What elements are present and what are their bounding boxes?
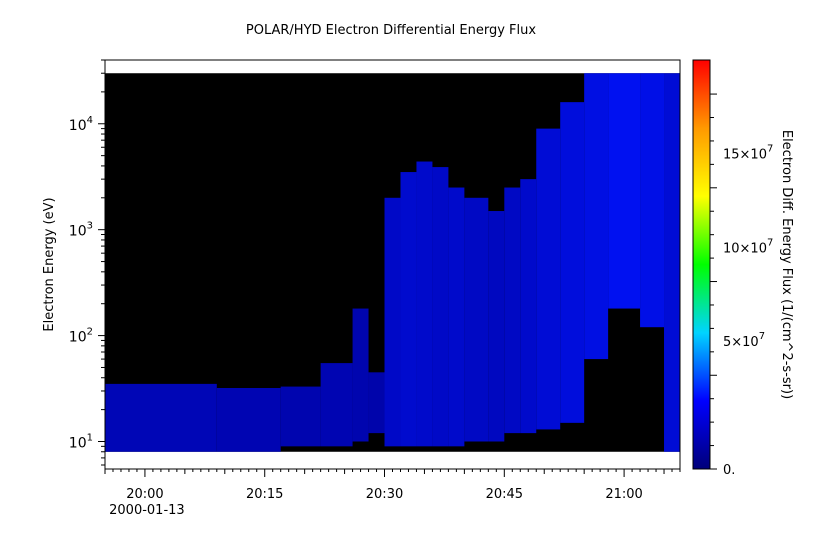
colorbar-gradient — [692, 59, 711, 470]
y-tick-label: 102 — [69, 327, 93, 346]
flux-region — [368, 372, 385, 434]
flux-region — [560, 102, 585, 423]
colorbar-tick-label: 0. — [723, 463, 735, 478]
flux-regions — [105, 73, 680, 452]
colorbar-tick-label: 5×107 — [723, 331, 765, 350]
x-tick-label: 20:30 — [366, 487, 403, 502]
colorbar-tick-label: 15×107 — [723, 144, 773, 163]
x-tick-label: 21:00 — [605, 487, 642, 502]
flux-region — [504, 187, 521, 434]
flux-region — [536, 128, 561, 430]
flux-region — [352, 308, 369, 442]
colorbar-ticks: 0. 5×107 10×107 15×107 — [710, 93, 773, 478]
flux-region — [105, 383, 217, 452]
colorbar-tick-label: 10×107 — [723, 237, 773, 256]
flux-region — [520, 179, 537, 434]
y-tick-label: 104 — [69, 115, 93, 134]
x-date-label: 2000-01-13 — [109, 503, 185, 518]
flux-region — [384, 197, 401, 447]
x-tick-label: 20:00 — [126, 487, 163, 502]
flux-region — [488, 211, 505, 442]
flux-region — [608, 73, 641, 309]
flux-region — [432, 167, 449, 447]
flux-region — [416, 161, 433, 447]
flux-region — [400, 172, 417, 447]
x-tick-label: 20:15 — [246, 487, 283, 502]
flux-region — [640, 73, 665, 328]
plot-area — [104, 59, 681, 470]
x-axis: 20:00 20:15 20:30 20:45 21:00 2000-01-13 — [104, 468, 681, 518]
flux-region — [216, 387, 281, 452]
y-axis-label: Electron Energy (eV) — [42, 197, 57, 331]
colorbar-label: Electron Diff. Energy Flux (1/(cm^2-s-sr… — [779, 130, 794, 399]
flux-region — [664, 73, 680, 452]
flux-region — [320, 363, 353, 447]
flux-region — [280, 386, 321, 447]
y-tick-label: 103 — [69, 221, 93, 240]
colorbar: 0. 5×107 10×107 15×107 — [692, 59, 773, 478]
flux-region — [448, 187, 465, 447]
y-axis: 101 102 103 104 — [69, 59, 106, 469]
flux-region — [464, 197, 489, 442]
y-tick-label: 101 — [69, 433, 93, 452]
x-tick-label: 20:45 — [486, 487, 523, 502]
flux-region — [584, 73, 609, 360]
chart-title: POLAR/HYD Electron Differential Energy F… — [246, 23, 536, 38]
